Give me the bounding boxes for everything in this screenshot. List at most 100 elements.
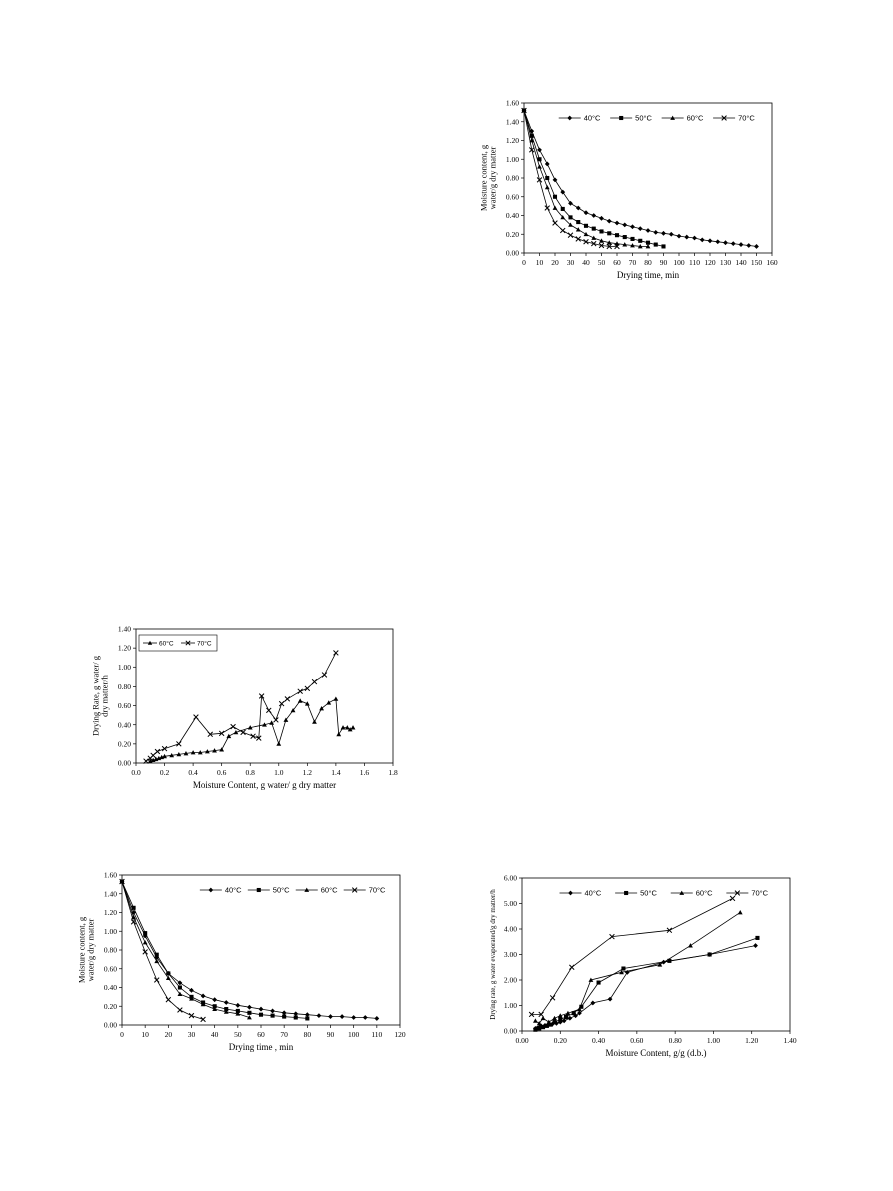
data-point [521,107,527,114]
data-point [319,706,325,711]
data-point [544,205,551,211]
series-line [121,881,204,1020]
data-point [336,731,342,737]
y-tick-label: 1.00 [118,663,131,672]
data-point [344,725,350,730]
data-point [692,235,697,241]
data-point [544,184,550,190]
data-point [548,1022,553,1027]
x-tick-label: 140 [735,258,747,267]
data-point [537,164,542,169]
y-tick-label: 6.00 [504,874,517,883]
data-point [699,237,705,243]
legend-marker [147,640,153,645]
data-point [321,672,328,678]
x-tick-label: 1.4 [331,768,341,777]
y-tick-label: 1.40 [104,889,117,898]
data-point [568,200,573,206]
legend-marker [304,887,310,892]
y-tick-label: 1.60 [104,871,117,880]
legend-label: 40°C [225,886,242,895]
y-tick-label: 0.80 [118,682,131,691]
data-point [614,220,620,226]
data-point [529,128,535,134]
legend-label: 70°C [369,886,386,895]
x-axis-label: Drying time , min [229,1042,294,1052]
data-point [266,707,272,714]
data-point [247,725,253,730]
data-point [529,133,534,138]
x-axis-label: Moisture Content, g water/ g dry matter [193,780,336,790]
data-point [591,235,597,240]
series-60c [521,108,651,249]
data-point [573,1013,578,1019]
data-point [256,735,262,741]
data-point [143,931,148,936]
data-point [281,1010,287,1016]
data-point [339,1014,345,1019]
data-point [304,701,310,706]
y-tick-label: 0.20 [104,1002,117,1011]
data-point [568,222,573,227]
data-point [119,878,125,885]
data-point [230,723,236,730]
x-tick-label: 70 [280,1030,288,1039]
data-point [219,747,225,752]
data-point [645,228,651,233]
x-tick-label: 130 [720,258,732,267]
plot-area-frame [135,628,394,764]
x-tick-label: 20 [551,258,559,267]
legend-label: 70°C [197,640,212,648]
data-point [283,717,289,722]
y-tick-label: 0.00 [506,249,519,258]
data-point [193,714,199,720]
data-point [588,977,594,982]
data-point [212,997,218,1003]
data-point [755,935,760,940]
series-60c [147,696,356,764]
data-point [304,685,311,692]
data-point [305,1016,310,1021]
data-point [645,240,651,245]
data-point [297,698,303,703]
data-point [668,231,674,237]
data-point [177,980,183,986]
y-tick-label: 5.00 [504,899,517,908]
data-point [552,194,558,199]
data-point [545,175,550,181]
data-point [653,229,659,235]
data-point [269,720,275,725]
x-tick-label: 160 [766,258,778,267]
data-point [560,206,565,211]
plot-area-frame [121,874,401,1026]
data-point [583,210,589,216]
data-point [567,1015,573,1021]
data-point [183,751,189,756]
data-point [258,1012,264,1017]
data-point [622,242,628,247]
data-point [169,752,175,758]
data-point [350,725,356,730]
data-point [362,1015,368,1020]
x-tick-label: 10 [141,1030,149,1039]
data-point [552,1020,557,1025]
data-point [316,1013,322,1019]
data-point [142,949,148,955]
legend-marker [624,890,629,896]
data-point [293,1011,299,1017]
series-60c [533,910,743,1026]
data-point [599,229,604,234]
data-point [575,236,582,242]
x-tick-label: 0.4 [188,768,198,777]
data-point [142,933,148,939]
y-axis-label-line: dry matter/h [100,674,110,717]
data-point [561,1018,567,1024]
data-point [282,1014,287,1019]
data-point [131,910,136,915]
data-point [746,243,752,248]
data-point [258,693,265,699]
data-point [166,971,171,976]
data-point [247,1004,252,1010]
y-tick-label: 0.00 [504,1027,517,1036]
y-tick-label: 0.60 [104,964,117,973]
